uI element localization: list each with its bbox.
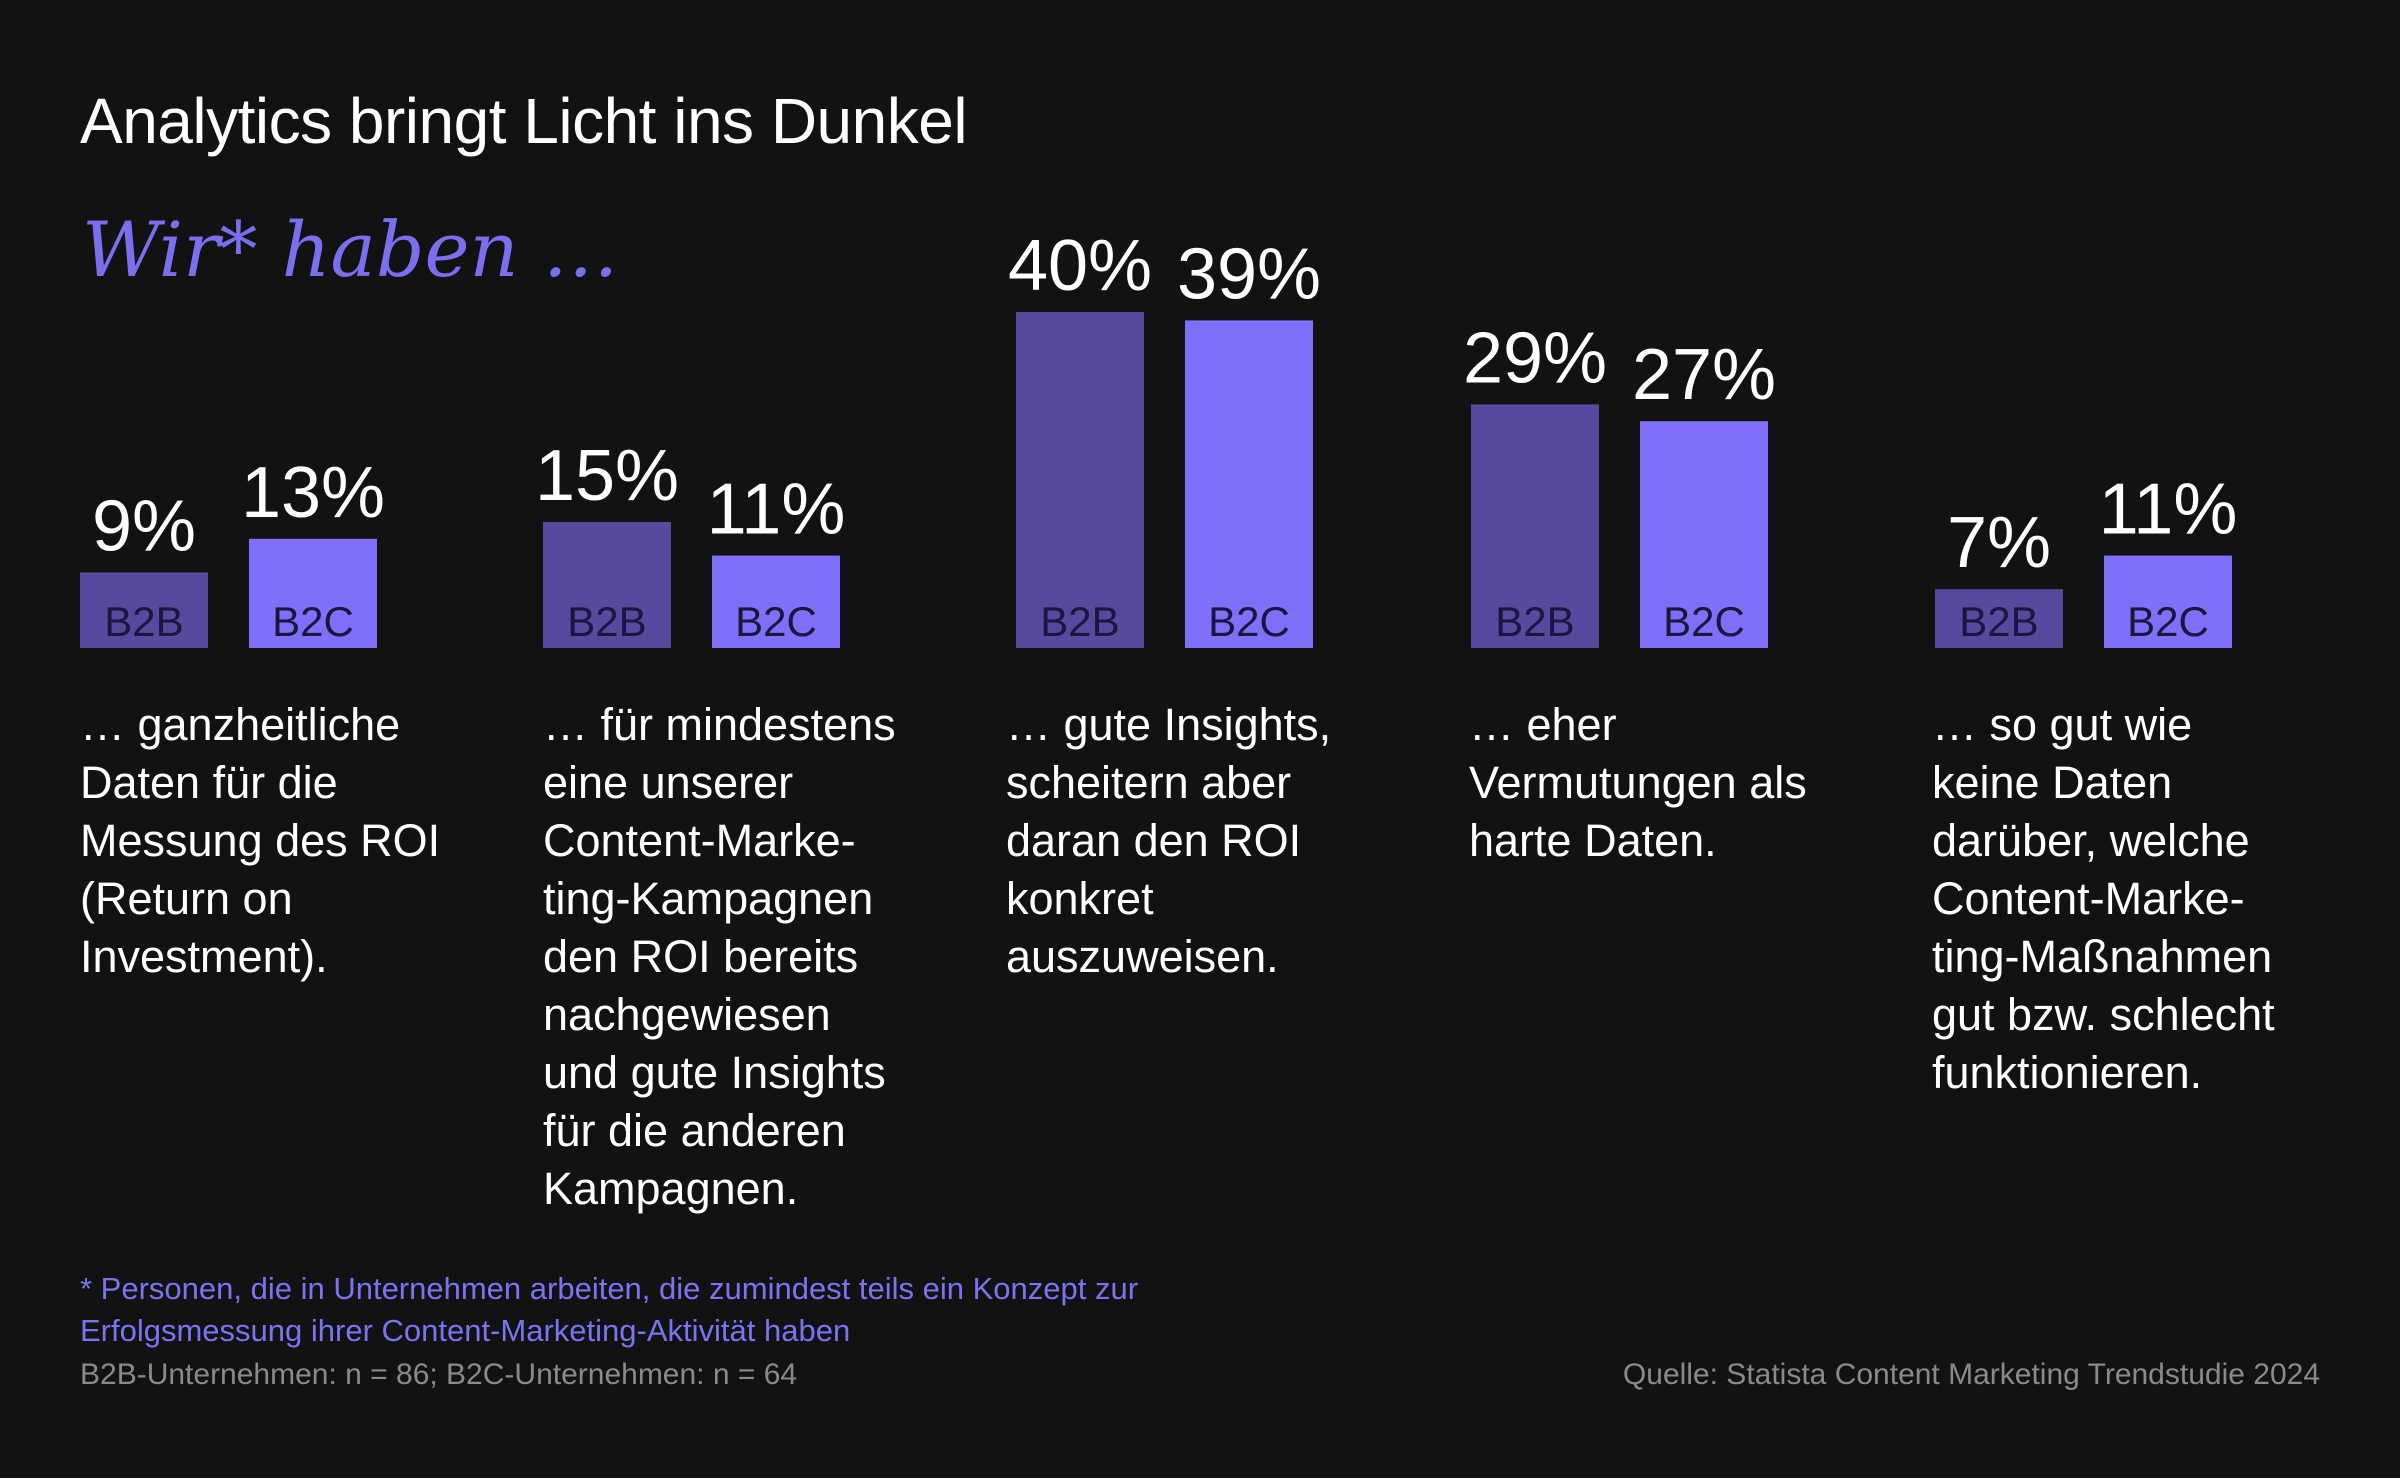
category-description: … ganzheitliche Daten für die Messung de… — [80, 699, 441, 982]
bar-series-label: B2C — [2127, 598, 2209, 645]
value-label: 7% — [1947, 503, 2051, 583]
bar-b2c — [249, 538, 377, 648]
category-description: … so gut wie keine Daten darüber, welche… — [1932, 699, 2275, 1098]
value-label: 11% — [707, 470, 846, 550]
bar-series-label: B2B — [1959, 598, 2038, 645]
bar-b2b — [1471, 404, 1599, 648]
bar-series-label: B2B — [567, 598, 646, 645]
bar-series-label: B2B — [1495, 598, 1574, 645]
value-label: 29% — [1463, 318, 1607, 398]
sample-size-note: B2B-Unternehmen: n = 86; B2C-Unternehmen… — [80, 1358, 798, 1391]
footnote: * Personen, die in Unternehmen arbeiten,… — [80, 1271, 1139, 1348]
value-label: 9% — [92, 486, 196, 566]
chart-title: Analytics bringt Licht ins Dunkel — [80, 85, 968, 157]
value-label: 11% — [2099, 470, 2238, 550]
bar-b2c — [712, 555, 840, 648]
value-label: 39% — [1177, 234, 1321, 314]
bar-series-label: B2C — [272, 598, 354, 645]
bar-b2b — [80, 572, 208, 648]
bar-b2c — [1640, 421, 1768, 648]
bar-b2b — [543, 522, 671, 648]
bar-chart: B2B 9% B2C 13% B2B 15% B2C 11% B2B 40% B2C 39% B2B 29… — [80, 226, 2238, 648]
source-note: Quelle: Statista Content Marketing Trend… — [1622, 1358, 2320, 1391]
value-label: 15% — [535, 436, 679, 516]
value-label: 40% — [1008, 226, 1152, 306]
bar-b2c — [2104, 555, 2232, 648]
bar-series-label: B2B — [1040, 598, 1119, 645]
chart-subtitle: Wir* haben … — [82, 205, 619, 294]
category-description: … gute Insights, scheitern aber daran de… — [1006, 699, 1332, 982]
bar-series-label: B2C — [1208, 598, 1290, 645]
bar-series-label: B2C — [1663, 598, 1745, 645]
bar-b2b — [1935, 589, 2063, 648]
bar-series-label: B2B — [104, 598, 183, 645]
category-description: … eher Vermutungen als harte Daten. — [1469, 699, 1807, 866]
bar-b2b — [1016, 312, 1144, 648]
value-label: 13% — [241, 453, 385, 533]
value-label: 27% — [1632, 335, 1776, 415]
bar-series-label: B2C — [735, 598, 817, 645]
bar-b2c — [1185, 320, 1313, 648]
category-description: … für mindestens eine unserer Content-Ma… — [543, 699, 896, 1214]
